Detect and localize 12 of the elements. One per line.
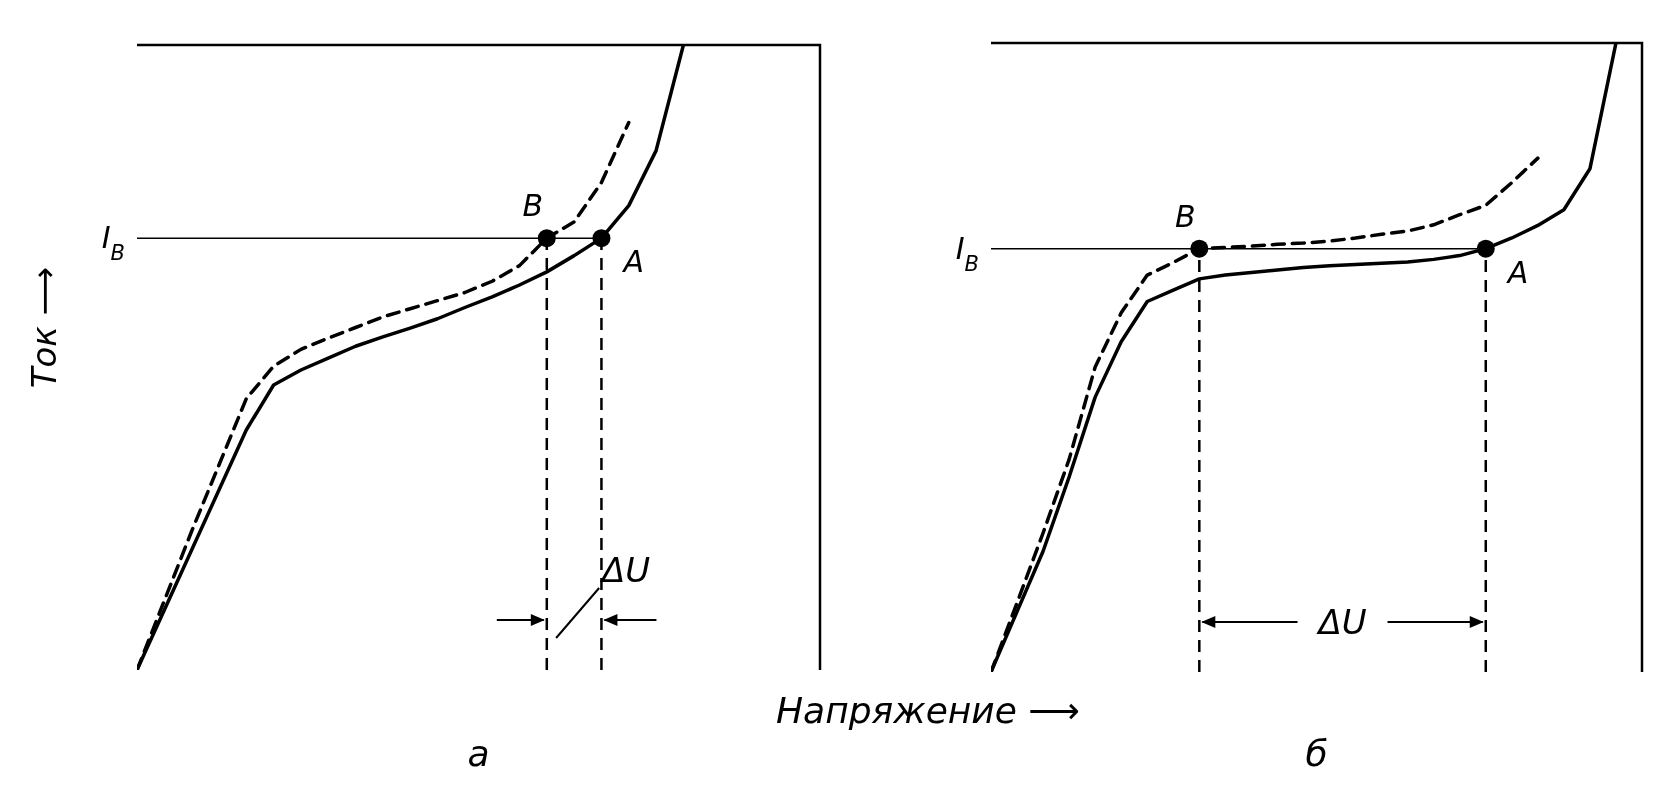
annotation: ΔU: [599, 550, 651, 590]
text: б: [1305, 733, 1328, 774]
x-axis-title: Напряжение ⟶: [775, 690, 1081, 731]
ref-line-label: I$_{B}$: [101, 220, 125, 266]
annotation: A: [1505, 254, 1529, 290]
annotation: B: [522, 188, 544, 224]
annotation: B: [1175, 198, 1196, 234]
y-axis-title: Ток ⟶: [24, 266, 64, 389]
annotation: ΔU: [1315, 602, 1367, 642]
text: а: [467, 733, 490, 774]
ref-line-label: I$_{B}$: [955, 230, 979, 276]
annotation: A: [621, 244, 644, 280]
